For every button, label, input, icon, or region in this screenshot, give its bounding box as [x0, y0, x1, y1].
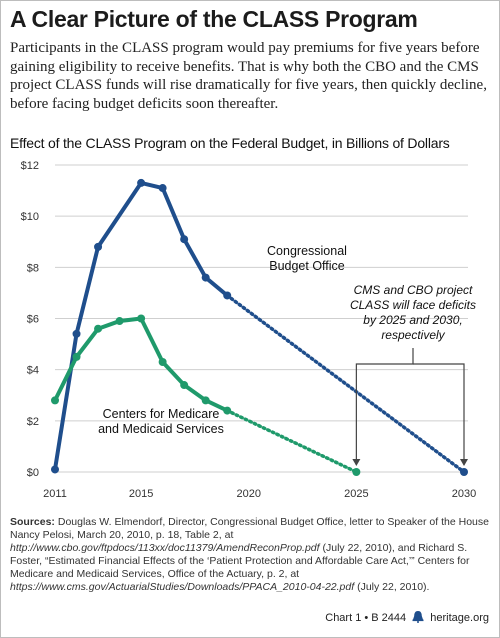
- chart-title: Effect of the CLASS Program on the Feder…: [10, 135, 450, 151]
- annotation-bracket: [413, 363, 465, 465]
- annotation-text: by 2025 and 2030,: [363, 313, 462, 327]
- sources-note: Sources: Douglas W. Elmendorf, Director,…: [10, 516, 490, 594]
- data-point-cms: [51, 396, 59, 405]
- y-tick-label: $4: [27, 365, 39, 377]
- y-tick-label: $2: [27, 416, 39, 428]
- chart-id: Chart 1 • B 2444: [325, 612, 407, 624]
- series-line-cms: [53, 316, 230, 413]
- x-tick-label: 2025: [344, 488, 368, 500]
- sources-label: Sources:: [10, 516, 55, 528]
- series-label-cms: Centers for Medicare: [103, 407, 220, 421]
- liberty-bell-icon: [412, 611, 424, 623]
- x-tick-label: 2020: [236, 488, 260, 500]
- annotation-text: CMS and CBO project: [354, 283, 473, 297]
- sources-text-2: (July 22, 2010), and Richard S. Foster, …: [10, 542, 470, 580]
- series-projection-cbo: [225, 293, 466, 474]
- series-label-cbo: Budget Office: [269, 259, 345, 273]
- data-point-cbo: [223, 291, 232, 300]
- intro-paragraph: Participants in the CLASS program would …: [10, 40, 487, 112]
- sources-link-cbo[interactable]: http://www.cbo.gov/ftpdocs/113xx/doc1137…: [10, 542, 320, 554]
- annotation-arrowhead: [460, 459, 468, 466]
- sources-text-1: Douglas W. Elmendorf, Director, Congress…: [10, 516, 489, 541]
- data-point-cbo: [137, 178, 146, 187]
- data-point-cbo: [158, 184, 167, 193]
- x-tick-label: 2011: [43, 488, 67, 500]
- annotation-bracket: [355, 348, 414, 465]
- sources-link-cms[interactable]: https://www.cms.gov/ActuarialStudies/Dow…: [10, 581, 355, 593]
- data-point-cms: [180, 381, 189, 390]
- annotation-text: CLASS will face deficits: [350, 298, 476, 312]
- series-projection-cms: [225, 408, 359, 474]
- annotation-text: respectively: [381, 328, 445, 342]
- sources-text-3: (July 22, 2010).: [354, 581, 430, 593]
- data-point-cms: [115, 317, 124, 326]
- y-tick-label: $8: [27, 262, 39, 274]
- data-point-cbo: [201, 273, 210, 282]
- data-point-cbo: [51, 465, 59, 474]
- series-label-cms: and Medicaid Services: [98, 422, 224, 436]
- annotation-arrowhead: [352, 459, 361, 466]
- data-point-cms: [158, 357, 167, 366]
- y-tick-label: $12: [21, 160, 39, 172]
- data-point-cms: [137, 314, 146, 323]
- site-name[interactable]: heritage.org: [430, 612, 489, 624]
- y-tick-label: $10: [21, 211, 39, 223]
- data-point-cbo: [180, 235, 189, 244]
- line-chart: $0 $2 $4 $6 $8 $10 $12 2011 2015 2020 2025 2030 Cong…: [21, 160, 477, 500]
- footer: Chart 1 • B 2444 heritage.org: [325, 610, 489, 624]
- y-tick-label: $6: [27, 314, 39, 326]
- y-tick-label: $0: [27, 467, 39, 479]
- x-tick-label: 2015: [129, 488, 153, 500]
- series-label-cbo: Congressional: [267, 244, 347, 258]
- data-point-cms: [72, 352, 81, 361]
- data-point-cms: [352, 468, 361, 476]
- data-point-cbo: [72, 329, 81, 338]
- page-title: A Clear Picture of the CLASS Program: [10, 6, 418, 32]
- data-point-cms: [94, 324, 103, 333]
- data-point-cbo: [94, 242, 103, 251]
- data-point-cms: [223, 406, 232, 415]
- data-point-cbo: [460, 468, 468, 476]
- data-point-cms: [201, 396, 210, 405]
- series-line-cbo: [53, 180, 230, 472]
- x-tick-label: 2030: [452, 488, 476, 500]
